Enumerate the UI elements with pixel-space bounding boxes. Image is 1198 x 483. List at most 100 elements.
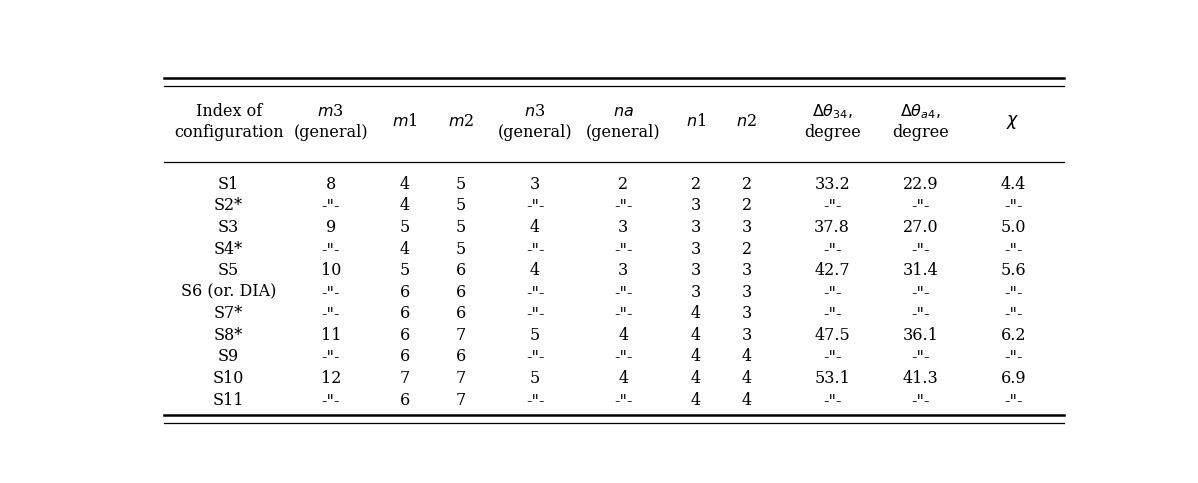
- Text: 5: 5: [455, 176, 466, 193]
- Text: 3: 3: [618, 219, 629, 236]
- Text: (general): (general): [586, 124, 660, 141]
- Text: -"-: -"-: [526, 241, 544, 257]
- Text: 36.1: 36.1: [902, 327, 938, 344]
- Text: -"-: -"-: [615, 198, 633, 214]
- Text: -"-: -"-: [1004, 348, 1022, 366]
- Text: 4: 4: [400, 176, 410, 193]
- Text: $n$2: $n$2: [737, 114, 757, 130]
- Text: 41.3: 41.3: [902, 370, 938, 387]
- Text: 6: 6: [455, 262, 466, 279]
- Text: 6: 6: [400, 284, 410, 301]
- Text: -"-: -"-: [1004, 198, 1022, 214]
- Text: 5: 5: [400, 262, 410, 279]
- Text: 2: 2: [742, 241, 752, 257]
- Text: 4: 4: [530, 219, 540, 236]
- Text: $m$1: $m$1: [392, 114, 418, 130]
- Text: 3: 3: [742, 219, 752, 236]
- Text: S2*: S2*: [214, 198, 243, 214]
- Text: 33.2: 33.2: [815, 176, 851, 193]
- Text: -"-: -"-: [823, 392, 841, 409]
- Text: S11: S11: [213, 392, 244, 409]
- Text: 6: 6: [455, 305, 466, 322]
- Text: 4: 4: [690, 327, 701, 344]
- Text: 47.5: 47.5: [815, 327, 851, 344]
- Text: 2: 2: [618, 176, 628, 193]
- Text: 7: 7: [455, 370, 466, 387]
- Text: -"-: -"-: [526, 284, 544, 301]
- Text: 5: 5: [530, 370, 540, 387]
- Text: 8: 8: [326, 176, 335, 193]
- Text: 5: 5: [400, 219, 410, 236]
- Text: 4: 4: [400, 241, 410, 257]
- Text: 2: 2: [690, 176, 701, 193]
- Text: 6: 6: [400, 392, 410, 409]
- Text: -"-: -"-: [912, 284, 930, 301]
- Text: -"-: -"-: [1004, 305, 1022, 322]
- Text: 3: 3: [690, 262, 701, 279]
- Text: 3: 3: [690, 284, 701, 301]
- Text: S7*: S7*: [214, 305, 243, 322]
- Text: 37.8: 37.8: [815, 219, 851, 236]
- Text: 3: 3: [618, 262, 629, 279]
- Text: 4: 4: [690, 348, 701, 366]
- Text: 7: 7: [400, 370, 410, 387]
- Text: $m$2: $m$2: [448, 114, 474, 130]
- Text: -"-: -"-: [823, 198, 841, 214]
- Text: 3: 3: [690, 241, 701, 257]
- Text: 4: 4: [618, 370, 628, 387]
- Text: -"-: -"-: [823, 284, 841, 301]
- Text: 5: 5: [455, 219, 466, 236]
- Text: -"-: -"-: [615, 392, 633, 409]
- Text: $\Delta\theta_{34},$: $\Delta\theta_{34},$: [812, 102, 853, 121]
- Text: 6: 6: [455, 284, 466, 301]
- Text: 11: 11: [321, 327, 341, 344]
- Text: S1: S1: [218, 176, 240, 193]
- Text: 6: 6: [400, 348, 410, 366]
- Text: -"-: -"-: [526, 305, 544, 322]
- Text: 4: 4: [742, 370, 752, 387]
- Text: 5: 5: [530, 327, 540, 344]
- Text: 6: 6: [455, 348, 466, 366]
- Text: S4*: S4*: [214, 241, 243, 257]
- Text: -"-: -"-: [615, 348, 633, 366]
- Text: $m$3: $m$3: [317, 103, 344, 120]
- Text: 6.9: 6.9: [1000, 370, 1025, 387]
- Text: S9: S9: [218, 348, 240, 366]
- Text: 22.9: 22.9: [902, 176, 938, 193]
- Text: -"-: -"-: [321, 305, 340, 322]
- Text: 9: 9: [326, 219, 335, 236]
- Text: 5: 5: [455, 198, 466, 214]
- Text: degree: degree: [893, 124, 949, 141]
- Text: 4: 4: [742, 348, 752, 366]
- Text: S6 (or. DIA): S6 (or. DIA): [181, 284, 277, 301]
- Text: 4: 4: [742, 392, 752, 409]
- Text: -"-: -"-: [823, 348, 841, 366]
- Text: 4: 4: [530, 262, 540, 279]
- Text: 3: 3: [742, 262, 752, 279]
- Text: 2: 2: [742, 176, 752, 193]
- Text: 10: 10: [321, 262, 341, 279]
- Text: 53.1: 53.1: [815, 370, 851, 387]
- Text: -"-: -"-: [615, 284, 633, 301]
- Text: -"-: -"-: [321, 284, 340, 301]
- Text: 7: 7: [455, 327, 466, 344]
- Text: 7: 7: [455, 392, 466, 409]
- Text: -"-: -"-: [526, 392, 544, 409]
- Text: S3: S3: [218, 219, 240, 236]
- Text: 3: 3: [742, 305, 752, 322]
- Text: 2: 2: [742, 198, 752, 214]
- Text: -"-: -"-: [912, 392, 930, 409]
- Text: 3: 3: [742, 327, 752, 344]
- Text: 4.4: 4.4: [1000, 176, 1025, 193]
- Text: 4: 4: [690, 370, 701, 387]
- Text: 4: 4: [618, 327, 628, 344]
- Text: $na$: $na$: [613, 103, 634, 120]
- Text: 31.4: 31.4: [902, 262, 938, 279]
- Text: -"-: -"-: [615, 241, 633, 257]
- Text: 3: 3: [530, 176, 540, 193]
- Text: -"-: -"-: [1004, 284, 1022, 301]
- Text: -"-: -"-: [823, 241, 841, 257]
- Text: 3: 3: [690, 198, 701, 214]
- Text: 6: 6: [400, 305, 410, 322]
- Text: S5: S5: [218, 262, 240, 279]
